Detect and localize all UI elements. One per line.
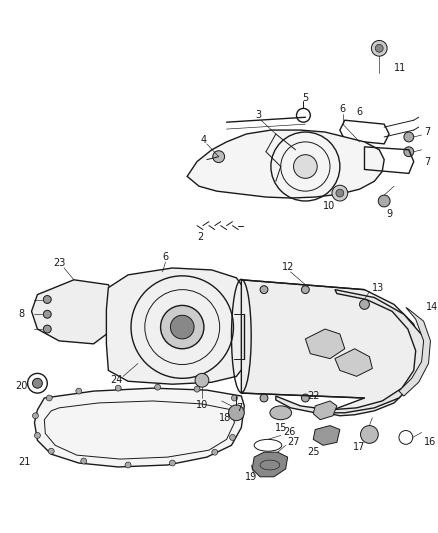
- Circle shape: [336, 189, 344, 197]
- Circle shape: [207, 393, 223, 409]
- Text: 11: 11: [394, 63, 406, 73]
- Text: 18: 18: [219, 413, 231, 423]
- Circle shape: [212, 449, 218, 455]
- Circle shape: [230, 434, 236, 440]
- Text: 6: 6: [162, 252, 169, 262]
- Circle shape: [404, 132, 414, 142]
- Polygon shape: [399, 308, 431, 396]
- Polygon shape: [35, 388, 244, 467]
- Circle shape: [260, 394, 268, 402]
- Circle shape: [371, 41, 387, 56]
- Circle shape: [229, 405, 244, 421]
- Circle shape: [293, 155, 317, 179]
- Circle shape: [115, 385, 121, 391]
- Text: 13: 13: [372, 282, 385, 293]
- Circle shape: [301, 394, 309, 402]
- Text: 8: 8: [18, 309, 25, 319]
- Polygon shape: [187, 130, 384, 198]
- Text: 24: 24: [110, 375, 123, 385]
- Circle shape: [404, 147, 414, 157]
- Text: 19: 19: [245, 472, 257, 482]
- Circle shape: [81, 458, 87, 464]
- Text: 6: 6: [357, 107, 363, 117]
- Polygon shape: [313, 425, 340, 445]
- Circle shape: [360, 425, 378, 443]
- Circle shape: [170, 315, 194, 339]
- Text: 10: 10: [323, 201, 335, 211]
- Circle shape: [155, 384, 161, 390]
- Text: 7: 7: [424, 157, 431, 167]
- Text: 7: 7: [237, 403, 243, 413]
- Polygon shape: [276, 289, 426, 413]
- Circle shape: [332, 185, 348, 201]
- Text: 6: 6: [340, 104, 346, 115]
- Circle shape: [301, 286, 309, 294]
- Circle shape: [360, 300, 369, 309]
- Polygon shape: [153, 272, 173, 302]
- Polygon shape: [106, 268, 246, 384]
- Text: 17: 17: [353, 442, 366, 453]
- Text: 22: 22: [307, 391, 319, 401]
- Polygon shape: [252, 452, 288, 477]
- Polygon shape: [32, 280, 118, 344]
- Circle shape: [194, 386, 200, 392]
- Ellipse shape: [270, 406, 292, 419]
- Text: 5: 5: [302, 93, 308, 102]
- Text: 12: 12: [282, 262, 294, 272]
- Circle shape: [195, 374, 209, 387]
- Circle shape: [35, 432, 40, 439]
- Polygon shape: [313, 401, 337, 419]
- Text: 16: 16: [424, 438, 436, 447]
- Circle shape: [125, 462, 131, 468]
- Circle shape: [237, 413, 244, 419]
- Circle shape: [43, 310, 51, 318]
- Circle shape: [32, 378, 42, 388]
- Text: 3: 3: [255, 110, 261, 120]
- Text: 23: 23: [53, 258, 65, 268]
- Polygon shape: [335, 349, 372, 376]
- Circle shape: [43, 325, 51, 333]
- Circle shape: [260, 286, 268, 294]
- Text: 26: 26: [284, 427, 296, 438]
- Circle shape: [213, 151, 225, 163]
- Circle shape: [375, 44, 383, 52]
- Text: 15: 15: [275, 423, 287, 433]
- Circle shape: [161, 305, 204, 349]
- Text: 25: 25: [307, 447, 319, 457]
- Circle shape: [48, 448, 54, 454]
- Polygon shape: [305, 329, 345, 359]
- Text: 2: 2: [197, 232, 203, 243]
- Polygon shape: [241, 280, 422, 416]
- Text: 10: 10: [196, 400, 208, 410]
- Text: 21: 21: [18, 457, 31, 467]
- Text: 14: 14: [426, 302, 438, 312]
- Circle shape: [46, 395, 52, 401]
- Circle shape: [76, 388, 82, 394]
- Text: 20: 20: [15, 381, 28, 391]
- Circle shape: [170, 460, 175, 466]
- Circle shape: [43, 296, 51, 303]
- Text: 27: 27: [288, 438, 300, 447]
- Circle shape: [378, 195, 390, 207]
- Circle shape: [32, 413, 39, 419]
- Text: 9: 9: [386, 209, 392, 219]
- Text: 4: 4: [201, 135, 207, 145]
- Text: 7: 7: [424, 127, 431, 137]
- Circle shape: [232, 395, 237, 401]
